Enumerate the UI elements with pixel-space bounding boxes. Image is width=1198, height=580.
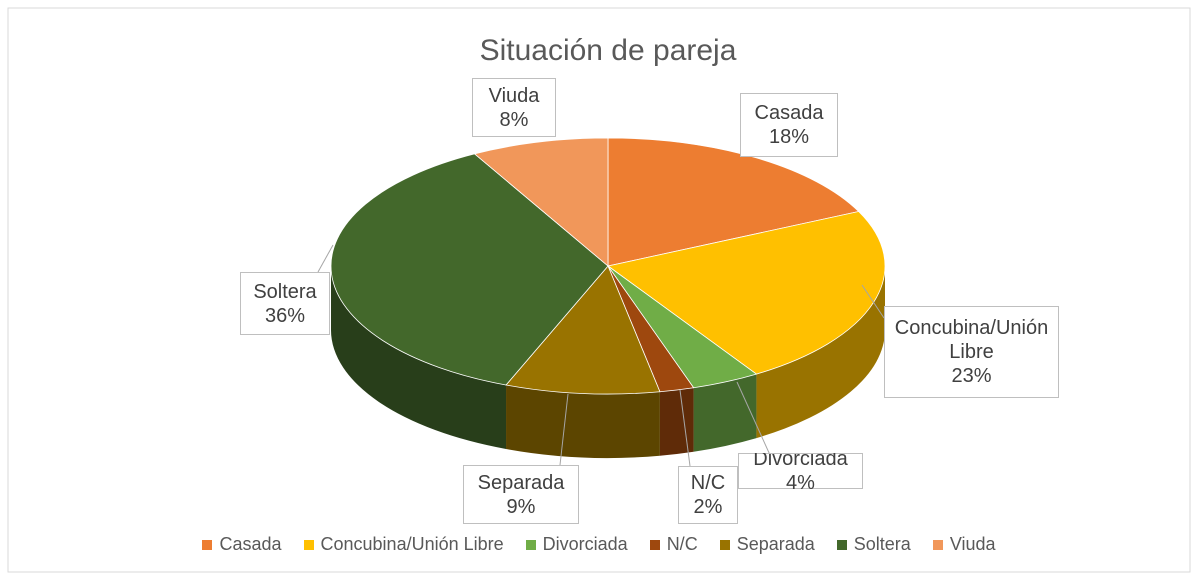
legend-swatch [836,539,847,550]
data-label-box: Divorciada 4% [738,453,863,489]
data-label-value: 18% [768,126,810,148]
legend-item: N/C [649,534,698,555]
leader-line [736,381,771,456]
legend-swatch [649,539,660,550]
data-label-category: Concubina/Unión Libre [894,317,1049,363]
legend-label: Casada [219,534,282,554]
slice-side [659,387,694,456]
legend-item: Casada [202,534,282,555]
legend-label: N/C [666,534,698,554]
slice [505,265,661,395]
legend-swatch [719,539,730,550]
data-label-box: Separada 9% [463,465,579,524]
slice-side [331,266,507,450]
legend-item: Concubina/Unión Libre [303,534,504,555]
data-label-box: Soltera 36% [240,272,330,335]
legend-item: Divorciada [525,534,628,555]
legend-label: Divorciada [542,534,628,554]
data-label-category: Divorciada [753,453,848,470]
data-label-category: Casada [754,102,824,124]
data-label-value: 8% [499,108,529,131]
data-label-box: Viuda 8% [472,78,556,137]
data-label-value: 36% [264,304,306,327]
data-label: Divorciada 4% [738,453,863,489]
data-label-category: Soltera [253,280,317,303]
slice-side [756,266,885,439]
leader-line [559,393,569,466]
data-label-value: 2% [693,496,723,518]
data-label-box: Concubina/Unión Libre 23% [884,306,1059,398]
legend-item: Viuda [932,534,996,555]
chart-title: Situación de pareja [480,34,737,67]
slice [607,137,860,267]
leader-line [679,389,691,467]
legend-label: Concubina/Unión Libre [320,534,504,554]
slice-side [506,385,660,458]
legend-swatch [202,539,213,550]
data-label-category: Separada [477,471,565,494]
slice [473,137,609,267]
legend-label: Viuda [949,534,996,554]
legend-label: Soltera [853,534,911,554]
leader-line [317,244,334,273]
data-label-category: N/C [690,472,726,494]
data-label-box: Casada 18% [740,93,838,157]
data-label-value: 9% [506,495,536,518]
legend-swatch [303,539,314,550]
data-label-value: 23% [951,365,992,387]
data-label: N/C2% [678,466,738,524]
data-label-value: 4% [786,472,815,489]
legend-swatch [525,539,536,550]
slice-side [693,374,757,452]
data-label-box: N/C 2% [678,466,738,524]
legend-label: Separada [736,534,815,554]
legend-item: Separada [719,534,815,555]
legend: Casada Concubina/Unión Libre Divorciada N/C… [0,534,1198,555]
slice [607,211,886,375]
slice [330,153,609,386]
legend-item: Soltera [836,534,911,555]
leader-line [861,284,885,319]
legend-swatch [932,539,943,550]
data-label-category: Viuda [488,84,540,107]
